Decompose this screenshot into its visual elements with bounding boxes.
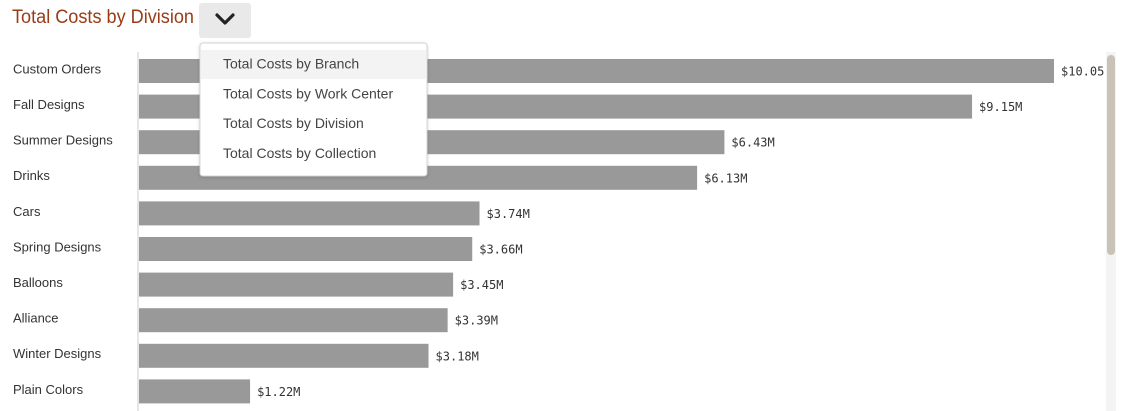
category-label: Alliance xyxy=(13,311,59,326)
category-label: Winter Designs xyxy=(13,346,102,361)
menu-option[interactable]: Total Costs by Collection xyxy=(223,145,376,161)
bar xyxy=(139,308,448,333)
category-label: Fall Designs xyxy=(13,97,85,112)
menu-option[interactable]: Total Costs by Division xyxy=(223,115,364,131)
menu-option[interactable]: Total Costs by Work Center xyxy=(223,85,393,101)
category-label: Summer Designs xyxy=(13,133,113,148)
bar xyxy=(139,343,429,368)
value-label: $3.66M xyxy=(479,243,522,257)
category-label: Custom Orders xyxy=(13,61,102,76)
category-label: Drinks xyxy=(13,168,50,183)
value-label: $9.15M xyxy=(979,100,1022,114)
scrollbar-thumb[interactable] xyxy=(1107,55,1115,255)
bar xyxy=(139,201,480,226)
category-label: Spring Designs xyxy=(13,239,102,254)
bar xyxy=(139,237,473,261)
hover-highlight xyxy=(201,50,426,79)
bar xyxy=(139,272,454,297)
value-label: $6.13M xyxy=(704,171,747,185)
category-label: Plain Colors xyxy=(13,382,84,397)
value-label: $10.05M xyxy=(1061,65,1112,79)
value-label: $6.43M xyxy=(731,136,774,150)
button-background[interactable] xyxy=(199,3,251,38)
chart-title: Total Costs by Division xyxy=(12,7,194,28)
category-label: Cars xyxy=(13,204,41,219)
value-label: $3.18M xyxy=(436,349,479,363)
value-label: $3.45M xyxy=(460,278,503,292)
value-label: $3.39M xyxy=(455,314,498,328)
dropdown-menu: Total Costs by Branch Total Costs by Work… xyxy=(199,42,428,177)
bar xyxy=(139,379,251,404)
dropdown-button[interactable] xyxy=(199,3,251,38)
value-label: $3.74M xyxy=(487,207,530,221)
chevron-icon[interactable] xyxy=(215,13,235,25)
category-label: Balloons xyxy=(13,275,63,290)
menu-option[interactable]: Total Costs by Branch xyxy=(223,56,359,72)
value-label: $1.22M xyxy=(257,385,300,399)
